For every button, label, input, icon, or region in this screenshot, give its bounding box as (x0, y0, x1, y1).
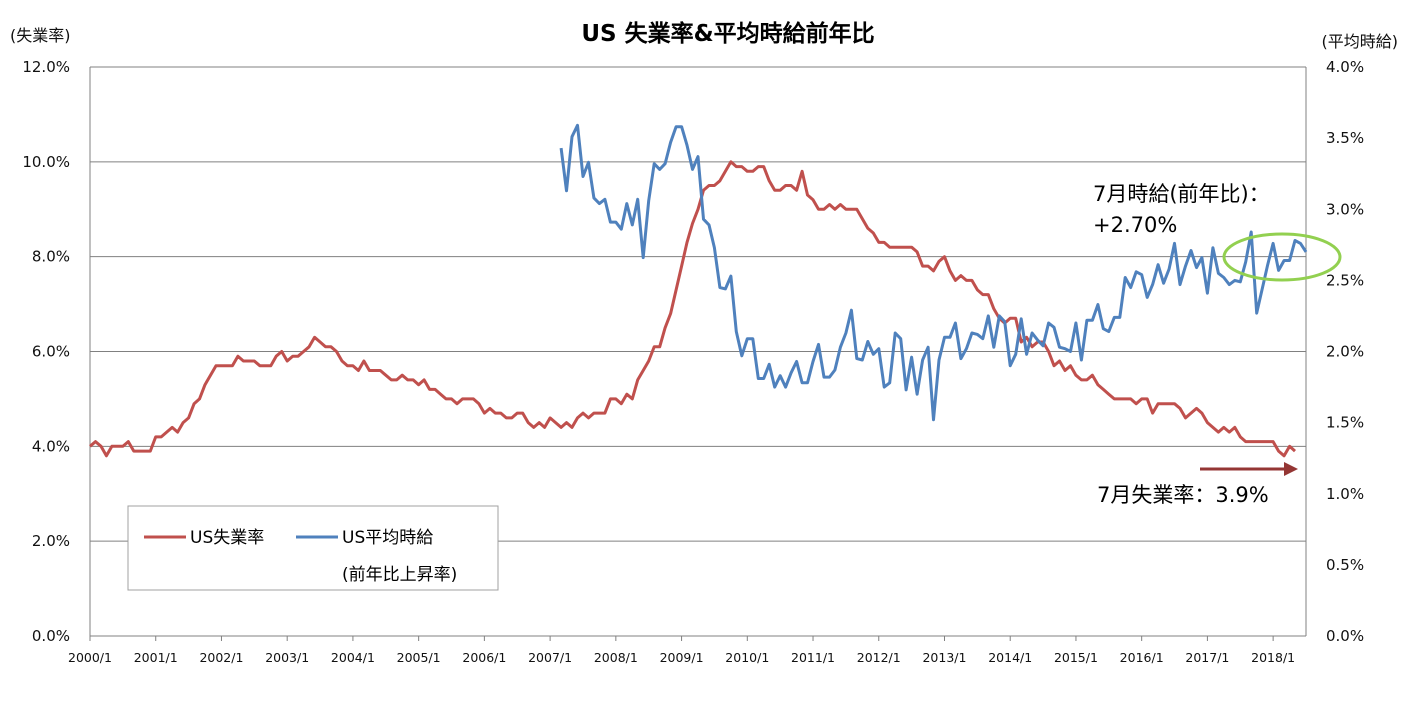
x-tick-label: 2009/1 (660, 650, 704, 665)
legend-box (127, 505, 499, 591)
x-tick-label: 2008/1 (594, 650, 638, 665)
right-tick-label: 2.0% (1326, 343, 1364, 361)
x-tick-label: 2002/1 (199, 650, 243, 665)
right-tick-label: 0.5% (1326, 556, 1364, 574)
x-tick-label: 2018/1 (1251, 650, 1295, 665)
right-axis-title: (平均時給) (1322, 32, 1399, 51)
x-tick-label: 2006/1 (462, 650, 506, 665)
chart-title: US 失業率&平均時給前年比 (581, 20, 874, 47)
left-tick-label: 12.0% (22, 58, 70, 76)
wage-annotation-line2: +2.70% (1093, 213, 1177, 237)
left-tick-label: 10.0% (22, 153, 70, 171)
x-tick-label: 2012/1 (857, 650, 901, 665)
x-tick-label: 2013/1 (922, 650, 966, 665)
left-tick-label: 6.0% (32, 343, 70, 361)
x-tick-label: 2007/1 (528, 650, 572, 665)
left-tick-label: 4.0% (32, 437, 70, 455)
x-tick-label: 2005/1 (397, 650, 441, 665)
right-axis-ticks: 0.0% 0.5% 1.0% 1.5% 2.0% 2.5% 3.0% 3.5% 4.0% (1326, 58, 1364, 645)
unemployment-line (89, 160, 1296, 458)
legend: US失業率 US平均時給 (前年比上昇率) (127, 505, 499, 591)
right-tick-label: 0.0% (1326, 627, 1364, 645)
x-axis-ticks: 2000/1 2001/1 2002/1 2003/1 2004/1 2005/1 2006… (68, 636, 1295, 665)
x-tick-label: 2017/1 (1185, 650, 1229, 665)
right-tick-label: 1.5% (1326, 414, 1364, 432)
x-tick-label: 2001/1 (134, 650, 178, 665)
right-tick-label: 2.5% (1326, 271, 1364, 289)
unemployment-annotation: 7月失業率：3.9% (1097, 483, 1269, 507)
x-tick-label: 2016/1 (1120, 650, 1164, 665)
left-tick-label: 2.0% (32, 532, 70, 550)
left-axis-title: (失業率) (10, 26, 71, 45)
x-tick-label: 2015/1 (1054, 650, 1098, 665)
series-layer (89, 123, 1308, 458)
highlight-ellipse (1222, 232, 1342, 282)
x-tick-label: 2000/1 (68, 650, 112, 665)
right-tick-label: 1.0% (1326, 485, 1364, 503)
x-tick-label: 2011/1 (791, 650, 835, 665)
wage-annotation-line1: 7月時給(前年比)： (1093, 182, 1270, 206)
x-tick-label: 2004/1 (331, 650, 375, 665)
left-axis-ticks: 0.0% 2.0% 4.0% 6.0% 8.0% 10.0% 12.0% (22, 58, 70, 645)
x-tick-label: 2003/1 (265, 650, 309, 665)
wage-growth-line (559, 123, 1308, 422)
left-tick-label: 8.0% (32, 248, 70, 266)
right-tick-label: 4.0% (1326, 58, 1364, 76)
left-tick-label: 0.0% (32, 627, 70, 645)
legend-label-unemployment: US失業率 (190, 528, 264, 548)
unemployment-arrow-head (1284, 462, 1298, 476)
legend-label-wages: US平均時給 (342, 528, 433, 548)
right-tick-label: 3.0% (1326, 200, 1364, 218)
right-tick-label: 3.5% (1326, 129, 1364, 147)
legend-label-wages-sub: (前年比上昇率) (342, 565, 457, 585)
x-tick-label: 2014/1 (988, 650, 1032, 665)
x-tick-label: 2010/1 (725, 650, 769, 665)
